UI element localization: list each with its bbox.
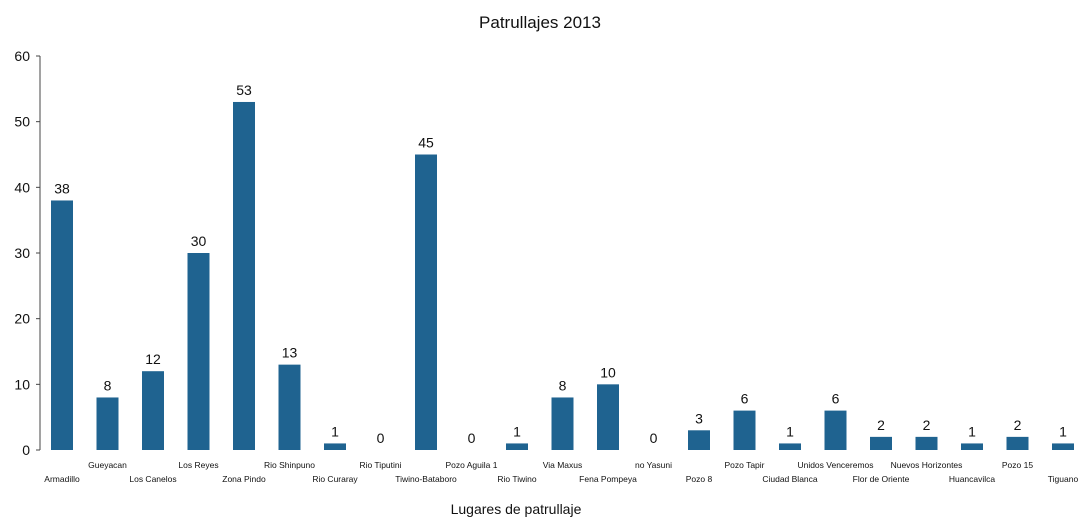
bar [187, 253, 210, 450]
category-label: Armadillo [44, 474, 80, 484]
x-axis-label: Lugares de patrullaje [451, 501, 582, 517]
category-label: Rio Curaray [312, 474, 358, 484]
data-label: 30 [191, 233, 207, 249]
data-label: 3 [695, 410, 703, 426]
data-label: 6 [741, 391, 749, 407]
category-label: Los Canelos [129, 474, 176, 484]
category-label: no Yasuni [635, 460, 672, 470]
bar [870, 436, 892, 450]
bar [278, 364, 301, 450]
category-label: Pozo 8 [686, 474, 713, 484]
bar [506, 443, 528, 450]
category-label: Tiwino-Bataboro [395, 474, 457, 484]
category-label: Pozo Tapir [724, 460, 764, 470]
data-label: 0 [650, 430, 658, 446]
category-label: Zona Pindo [222, 474, 266, 484]
y-tick-label: 50 [14, 114, 30, 130]
y-tick-label: 30 [14, 245, 30, 261]
data-label: 10 [600, 364, 616, 380]
category-label: Huancavilca [949, 474, 996, 484]
y-axis-ticks: 0 10 20 30 40 50 60 [14, 48, 40, 458]
bar [551, 397, 574, 450]
data-label: 2 [877, 417, 885, 433]
data-label: 2 [923, 417, 931, 433]
category-label: Los Reyes [178, 460, 218, 470]
bar [96, 397, 119, 450]
data-label: 12 [145, 351, 161, 367]
category-label: Ciudad Blanca [762, 474, 818, 484]
bar [415, 154, 437, 450]
y-tick-label: 0 [22, 442, 30, 458]
category-label: Flor de Oriente [853, 474, 910, 484]
bar [324, 443, 346, 450]
data-label: 13 [282, 345, 298, 361]
data-label: 45 [418, 135, 434, 151]
category-label: Nuevos Horizontes [891, 460, 963, 470]
bar [733, 410, 756, 450]
y-tick-label: 10 [14, 376, 30, 392]
data-label: 38 [54, 180, 70, 196]
bar [824, 410, 847, 450]
bar [142, 371, 164, 450]
data-label: 1 [968, 423, 976, 439]
chart-title: Patrullajes 2013 [479, 13, 601, 32]
category-label: Via Maxus [543, 460, 583, 470]
category-label: Unidos Venceremos [797, 460, 873, 470]
category-label: Tiguano [1048, 474, 1079, 484]
data-label: 6 [832, 391, 840, 407]
bar [597, 384, 619, 450]
category-label: Rio Tiputini [359, 460, 401, 470]
data-label: 1 [513, 423, 521, 439]
bar [961, 443, 983, 450]
data-label: 1 [1059, 423, 1067, 439]
bar [779, 443, 801, 450]
y-tick-label: 60 [14, 48, 30, 64]
bar [915, 436, 938, 450]
bars [51, 101, 1074, 450]
y-tick-label: 40 [14, 179, 30, 195]
data-label: 1 [331, 423, 339, 439]
data-label: 8 [104, 377, 112, 393]
category-label: Gueyacan [88, 460, 127, 470]
data-label: 0 [468, 430, 476, 446]
bar [1006, 436, 1029, 450]
bar [233, 101, 255, 450]
category-label: Pozo Aguila 1 [446, 460, 498, 470]
bar [1052, 443, 1074, 450]
bar [688, 430, 710, 450]
category-label: Pozo 15 [1002, 460, 1033, 470]
data-label: 53 [236, 82, 252, 98]
category-label: Rio Tiwino [497, 474, 536, 484]
data-label: 2 [1014, 417, 1022, 433]
data-label: 1 [786, 423, 794, 439]
category-label: Fena Pompeya [579, 474, 637, 484]
data-label: 0 [377, 430, 385, 446]
bar [51, 200, 73, 450]
data-label: 8 [559, 377, 567, 393]
category-label: Rio Shinpuno [264, 460, 315, 470]
y-tick-label: 20 [14, 311, 30, 327]
